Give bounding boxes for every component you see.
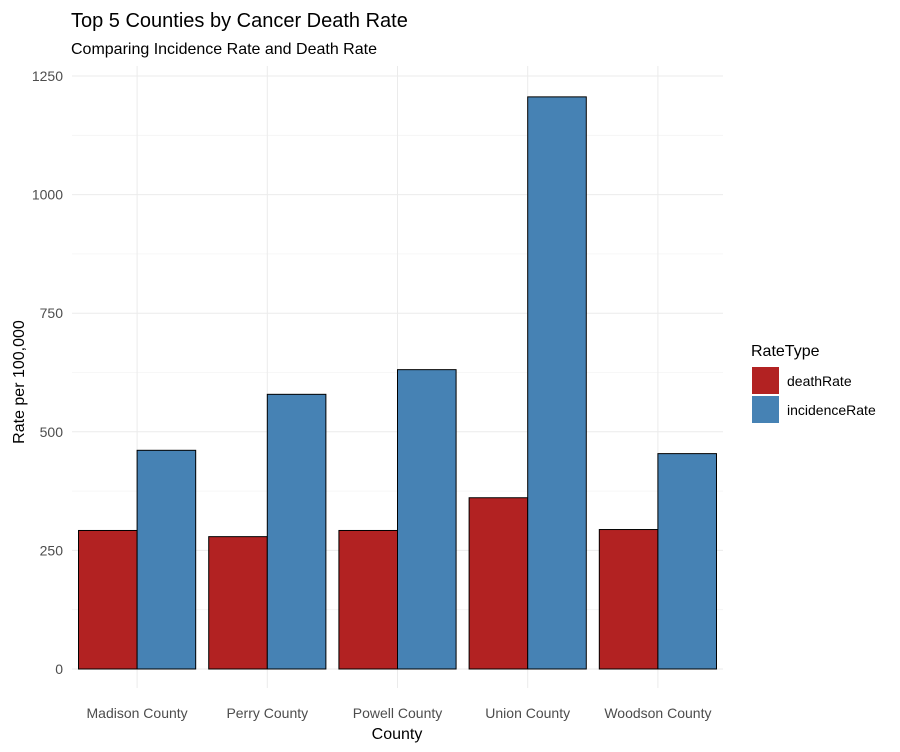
chart-title: Top 5 Counties by Cancer Death Rate xyxy=(71,10,408,32)
y-tick-labels: 0 250 500 750 1000 1250 xyxy=(32,68,63,677)
bar-deathRate xyxy=(208,536,268,670)
y-tick-label: 1000 xyxy=(32,187,63,203)
legend-title: RateType xyxy=(751,343,820,360)
y-axis-title: Rate per 100,000 xyxy=(11,320,28,444)
x-tick-label: Madison County xyxy=(87,705,188,721)
legend-label-incidenceRate: incidenceRate xyxy=(787,402,876,418)
bar-deathRate xyxy=(468,497,529,670)
x-tick-labels: Madison County Perry County Powell County U… xyxy=(87,705,712,721)
y-tick-label: 750 xyxy=(40,305,64,321)
bar-incidenceRate xyxy=(266,393,327,670)
legend: RateType deathRate incidenceRate xyxy=(751,343,876,423)
bar-incidenceRate xyxy=(397,369,457,670)
y-tick-label: 0 xyxy=(55,661,63,677)
y-tick-label: 500 xyxy=(40,424,64,440)
y-tick-label: 250 xyxy=(40,542,64,558)
bar-incidenceRate xyxy=(136,449,197,670)
legend-swatch-incidenceRate xyxy=(752,396,779,423)
chart-subtitle: Comparing Incidence Rate and Death Rate xyxy=(71,41,377,58)
x-tick-label: Powell County xyxy=(353,705,443,721)
bar-deathRate xyxy=(78,529,138,670)
legend-swatch-deathRate xyxy=(752,367,779,394)
x-tick-label: Woodson County xyxy=(604,705,711,721)
x-axis-title: County xyxy=(372,726,423,743)
bar-deathRate xyxy=(598,529,659,670)
legend-label-deathRate: deathRate xyxy=(787,373,852,389)
y-tick-label: 1250 xyxy=(32,68,63,84)
bar-deathRate xyxy=(338,529,399,670)
bars xyxy=(78,96,717,670)
x-tick-label: Union County xyxy=(485,705,570,721)
x-tick-label: Perry County xyxy=(226,705,308,721)
bar-incidenceRate xyxy=(657,453,717,670)
bar-incidenceRate xyxy=(527,96,587,670)
